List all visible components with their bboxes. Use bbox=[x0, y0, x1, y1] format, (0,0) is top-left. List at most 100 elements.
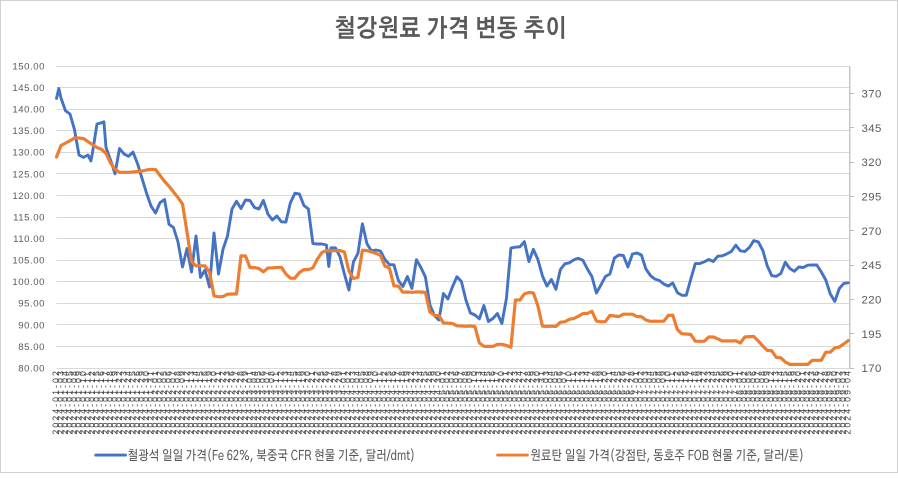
svg-text:2024-06-20: 2024-06-20 bbox=[600, 369, 610, 435]
svg-text:2024-04-04: 2024-04-04 bbox=[352, 369, 362, 435]
svg-text:2024-08-26: 2024-08-26 bbox=[811, 369, 821, 435]
svg-text:2024-01-18: 2024-01-18 bbox=[105, 369, 115, 435]
svg-text:150.00: 150.00 bbox=[12, 61, 45, 72]
svg-text:2024-05-08: 2024-05-08 bbox=[460, 369, 470, 435]
svg-text:2024-07-30: 2024-07-30 bbox=[726, 369, 736, 435]
svg-text:2024-04-18: 2024-04-18 bbox=[397, 369, 407, 435]
svg-text:2024-03-18: 2024-03-18 bbox=[294, 369, 304, 435]
svg-text:140.00: 140.00 bbox=[12, 105, 45, 116]
svg-text:2024-04-26: 2024-04-26 bbox=[424, 369, 434, 435]
svg-text:2024-04-22: 2024-04-22 bbox=[406, 369, 416, 435]
svg-text:2024-07-31: 2024-07-31 bbox=[730, 369, 740, 435]
svg-text:2024-07-23: 2024-07-23 bbox=[703, 369, 713, 435]
svg-text:2024-08-15: 2024-08-15 bbox=[780, 369, 790, 435]
svg-text:2024-02-16: 2024-02-16 bbox=[199, 369, 209, 435]
svg-text:2024-05-20: 2024-05-20 bbox=[496, 369, 506, 435]
svg-text:2024-02-09: 2024-02-09 bbox=[177, 369, 187, 435]
svg-text:2024-08-16: 2024-08-16 bbox=[784, 369, 794, 435]
svg-text:2024-05-02: 2024-05-02 bbox=[442, 369, 452, 435]
svg-text:2024-07-08: 2024-07-08 bbox=[654, 369, 664, 435]
svg-text:2024-01-24: 2024-01-24 bbox=[123, 369, 133, 435]
svg-text:2024-05-21: 2024-05-21 bbox=[501, 369, 511, 435]
svg-text:2024-05-27: 2024-05-27 bbox=[519, 369, 529, 435]
svg-text:2024-08-28: 2024-08-28 bbox=[820, 369, 830, 435]
svg-text:2024-01-26: 2024-01-26 bbox=[132, 369, 142, 435]
svg-text:2024-04-08: 2024-04-08 bbox=[361, 369, 371, 435]
svg-text:2024-07-26: 2024-07-26 bbox=[717, 369, 727, 435]
svg-text:2024-02-23: 2024-02-23 bbox=[222, 369, 232, 435]
svg-text:2024-01-25: 2024-01-25 bbox=[127, 369, 137, 435]
svg-text:2024-08-08: 2024-08-08 bbox=[757, 369, 767, 435]
svg-text:2024-01-19: 2024-01-19 bbox=[109, 369, 119, 435]
svg-text:2024-01-03: 2024-01-03 bbox=[55, 369, 65, 435]
svg-text:2024-06-19: 2024-06-19 bbox=[595, 369, 605, 435]
svg-text:2024-02-06: 2024-02-06 bbox=[163, 369, 173, 435]
svg-text:2024-07-24: 2024-07-24 bbox=[708, 369, 718, 435]
svg-text:105.00: 105.00 bbox=[12, 256, 45, 267]
svg-text:2024-01-08: 2024-01-08 bbox=[69, 369, 79, 435]
svg-text:2024-07-16: 2024-07-16 bbox=[681, 369, 691, 435]
svg-text:2024-05-23: 2024-05-23 bbox=[510, 369, 520, 435]
svg-text:110.00: 110.00 bbox=[13, 234, 45, 245]
svg-text:2024-01-29: 2024-01-29 bbox=[136, 369, 146, 435]
svg-text:220: 220 bbox=[862, 295, 882, 307]
svg-text:2024-03-21: 2024-03-21 bbox=[307, 369, 317, 435]
svg-text:2024-07-25: 2024-07-25 bbox=[712, 369, 722, 435]
svg-text:2024-08-09: 2024-08-09 bbox=[762, 369, 772, 435]
svg-text:2024-03-14: 2024-03-14 bbox=[285, 369, 295, 435]
svg-text:2024-05-17: 2024-05-17 bbox=[492, 369, 502, 435]
svg-text:2024-02-12: 2024-02-12 bbox=[181, 369, 191, 435]
svg-text:2024-06-05: 2024-06-05 bbox=[550, 369, 560, 435]
svg-text:2024-08-06: 2024-08-06 bbox=[748, 369, 758, 435]
svg-text:2024-05-06: 2024-05-06 bbox=[451, 369, 461, 435]
svg-text:2024-01-04: 2024-01-04 bbox=[60, 369, 70, 435]
svg-text:2024-02-27: 2024-02-27 bbox=[231, 369, 241, 435]
svg-text:195: 195 bbox=[862, 329, 882, 341]
svg-text:2024-02-21: 2024-02-21 bbox=[213, 369, 223, 435]
svg-text:2024-03-04: 2024-03-04 bbox=[249, 369, 259, 435]
svg-text:2024-02-01: 2024-02-01 bbox=[150, 369, 160, 435]
svg-text:2024-01-15: 2024-01-15 bbox=[91, 369, 101, 435]
svg-text:2024-05-01: 2024-05-01 bbox=[438, 369, 448, 435]
svg-text:80.00: 80.00 bbox=[18, 363, 45, 374]
svg-text:2024-01-17: 2024-01-17 bbox=[100, 369, 110, 435]
svg-text:2024-06-13: 2024-06-13 bbox=[577, 369, 587, 435]
svg-text:2024-07-12: 2024-07-12 bbox=[672, 369, 682, 435]
svg-text:2024-08-21: 2024-08-21 bbox=[798, 369, 808, 435]
svg-text:2024-07-01: 2024-07-01 bbox=[631, 369, 641, 435]
svg-text:2024-06-24: 2024-06-24 bbox=[609, 369, 619, 435]
svg-text:2024-02-19: 2024-02-19 bbox=[204, 369, 214, 435]
svg-text:2024-03-13: 2024-03-13 bbox=[280, 369, 290, 435]
svg-text:2024-07-03: 2024-07-03 bbox=[640, 369, 650, 435]
svg-text:2024-06-26: 2024-06-26 bbox=[618, 369, 628, 435]
svg-text:2024-01-09: 2024-01-09 bbox=[73, 369, 83, 435]
svg-text:2024-06-03: 2024-06-03 bbox=[541, 369, 551, 435]
svg-text:2024-02-26: 2024-02-26 bbox=[226, 369, 236, 435]
svg-text:2024-08-29: 2024-08-29 bbox=[825, 369, 835, 435]
svg-text:2024-03-11: 2024-03-11 bbox=[271, 370, 281, 435]
svg-text:2024-04-29: 2024-04-29 bbox=[429, 369, 439, 435]
svg-text:2024-02-20: 2024-02-20 bbox=[208, 369, 218, 435]
svg-text:145.00: 145.00 bbox=[12, 83, 45, 94]
svg-text:345: 345 bbox=[862, 123, 882, 135]
svg-text:125.00: 125.00 bbox=[12, 169, 45, 180]
svg-text:2024-07-04: 2024-07-04 bbox=[645, 369, 655, 435]
svg-text:2024-01-30: 2024-01-30 bbox=[141, 369, 151, 435]
svg-text:2024-06-28: 2024-06-28 bbox=[627, 369, 637, 435]
svg-text:2024-01-11: 2024-01-11 bbox=[82, 370, 92, 435]
svg-text:2024-05-22: 2024-05-22 bbox=[505, 369, 515, 435]
svg-text:2024-01-22: 2024-01-22 bbox=[114, 369, 124, 435]
svg-text:2024-01-02: 2024-01-02 bbox=[51, 369, 61, 435]
svg-text:2024-05-14: 2024-05-14 bbox=[478, 369, 488, 435]
svg-text:2024-01-16: 2024-01-16 bbox=[96, 369, 106, 435]
svg-text:95.00: 95.00 bbox=[18, 299, 45, 310]
svg-text:2024-04-16: 2024-04-16 bbox=[388, 369, 398, 435]
svg-text:2024-03-05: 2024-03-05 bbox=[253, 369, 263, 435]
svg-text:2024-03-01: 2024-03-01 bbox=[244, 369, 254, 435]
svg-text:2024-05-13: 2024-05-13 bbox=[474, 369, 484, 435]
svg-text:2024-05-09: 2024-05-09 bbox=[465, 369, 475, 435]
svg-text:2024-06-10: 2024-06-10 bbox=[564, 369, 574, 435]
svg-text:2024-02-13: 2024-02-13 bbox=[186, 369, 196, 435]
svg-text:2024-03-26: 2024-03-26 bbox=[321, 369, 331, 435]
svg-text:2024-06-11: 2024-06-11 bbox=[568, 370, 578, 435]
